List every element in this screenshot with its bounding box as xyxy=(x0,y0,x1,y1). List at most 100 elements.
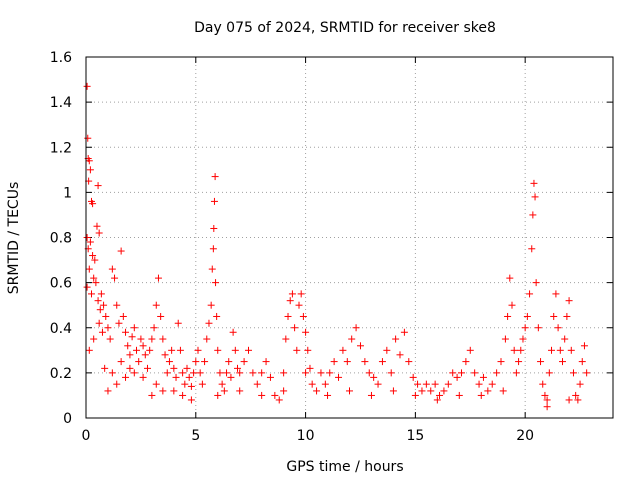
data-point xyxy=(135,358,143,366)
data-point xyxy=(113,301,121,309)
y-tick-label: 0 xyxy=(63,411,72,427)
data-point xyxy=(113,380,121,388)
data-point xyxy=(537,358,545,366)
x-tick-label: 0 xyxy=(82,428,91,444)
data-point xyxy=(436,391,444,399)
data-point xyxy=(111,274,119,282)
data-point xyxy=(552,290,560,298)
data-point xyxy=(152,380,160,388)
data-point xyxy=(348,335,356,343)
data-point xyxy=(529,211,537,219)
data-point xyxy=(378,358,386,366)
data-point xyxy=(411,391,419,399)
y-axis-label: SRMTID / TECUs xyxy=(6,182,22,295)
data-point xyxy=(497,358,505,366)
data-point xyxy=(462,358,470,366)
data-point xyxy=(302,328,310,336)
data-point xyxy=(165,358,173,366)
data-point xyxy=(85,265,93,273)
data-point xyxy=(409,373,417,381)
data-point xyxy=(157,312,165,320)
data-point xyxy=(163,369,171,377)
data-point xyxy=(176,346,184,354)
data-point xyxy=(266,373,274,381)
data-point xyxy=(418,387,426,395)
data-point xyxy=(475,380,483,388)
data-point xyxy=(152,301,160,309)
data-point xyxy=(106,335,114,343)
axis-tick-labels: 0 5 10 15 20 0 0.2 0.4 0.6 0.8 1 1.2 1.4 1.6 xyxy=(50,50,534,444)
data-point xyxy=(83,283,91,291)
chart-title: Day 075 of 2024, SRMTID for receiver ske… xyxy=(194,20,496,36)
data-point xyxy=(563,312,571,320)
data-point xyxy=(203,335,211,343)
data-point xyxy=(128,333,136,341)
data-point xyxy=(185,373,193,381)
plot-frame xyxy=(85,56,614,419)
data-point xyxy=(550,312,558,320)
data-point xyxy=(115,319,123,327)
data-point xyxy=(433,396,441,404)
data-point xyxy=(561,335,569,343)
data-point xyxy=(532,279,540,287)
data-point xyxy=(159,387,167,395)
data-point xyxy=(85,346,93,354)
x-axis-label: GPS time / hours xyxy=(286,459,403,475)
data-point xyxy=(431,380,439,388)
data-point xyxy=(240,358,248,366)
data-point xyxy=(346,387,353,395)
data-point xyxy=(211,173,219,181)
data-point xyxy=(302,369,310,377)
data-point xyxy=(130,324,138,332)
data-point xyxy=(389,387,397,395)
data-point xyxy=(214,391,222,399)
data-point xyxy=(534,324,542,332)
data-point xyxy=(98,328,106,336)
data-point xyxy=(126,351,134,359)
data-point xyxy=(280,387,288,395)
data-point xyxy=(208,265,216,273)
data-point xyxy=(414,380,422,388)
x-tick-label: 5 xyxy=(191,428,200,444)
data-point xyxy=(293,346,301,354)
data-point xyxy=(141,351,149,359)
data-point xyxy=(567,346,575,354)
data-point xyxy=(210,197,218,205)
data-point xyxy=(317,369,325,377)
data-point xyxy=(104,387,112,395)
data-point xyxy=(572,391,580,399)
data-point xyxy=(282,335,290,343)
data-point xyxy=(154,274,162,282)
data-point xyxy=(427,387,435,395)
data-point xyxy=(554,324,562,332)
data-point xyxy=(86,166,94,174)
data-point xyxy=(488,380,496,388)
data-point xyxy=(194,346,202,354)
data-point xyxy=(466,346,474,354)
data-point xyxy=(286,297,294,305)
data-point xyxy=(170,364,178,372)
grid-lines xyxy=(86,57,613,418)
data-point xyxy=(271,391,279,399)
data-point xyxy=(117,247,125,255)
data-point xyxy=(543,403,551,411)
data-point xyxy=(148,391,156,399)
data-point xyxy=(506,274,514,282)
data-point xyxy=(574,396,582,404)
data-point xyxy=(517,346,525,354)
data-point xyxy=(213,312,221,320)
y-tick-label: 1.4 xyxy=(50,95,72,111)
data-point xyxy=(126,364,134,372)
data-point xyxy=(122,328,130,336)
data-point xyxy=(209,245,217,253)
data-point xyxy=(455,391,463,399)
data-point xyxy=(130,369,138,377)
data-point xyxy=(510,346,518,354)
data-point xyxy=(541,391,549,399)
data-point xyxy=(299,312,307,320)
data-point xyxy=(143,364,151,372)
data-point xyxy=(96,306,104,314)
data-point xyxy=(100,301,108,309)
data-point xyxy=(356,342,364,350)
data-point xyxy=(444,380,452,388)
